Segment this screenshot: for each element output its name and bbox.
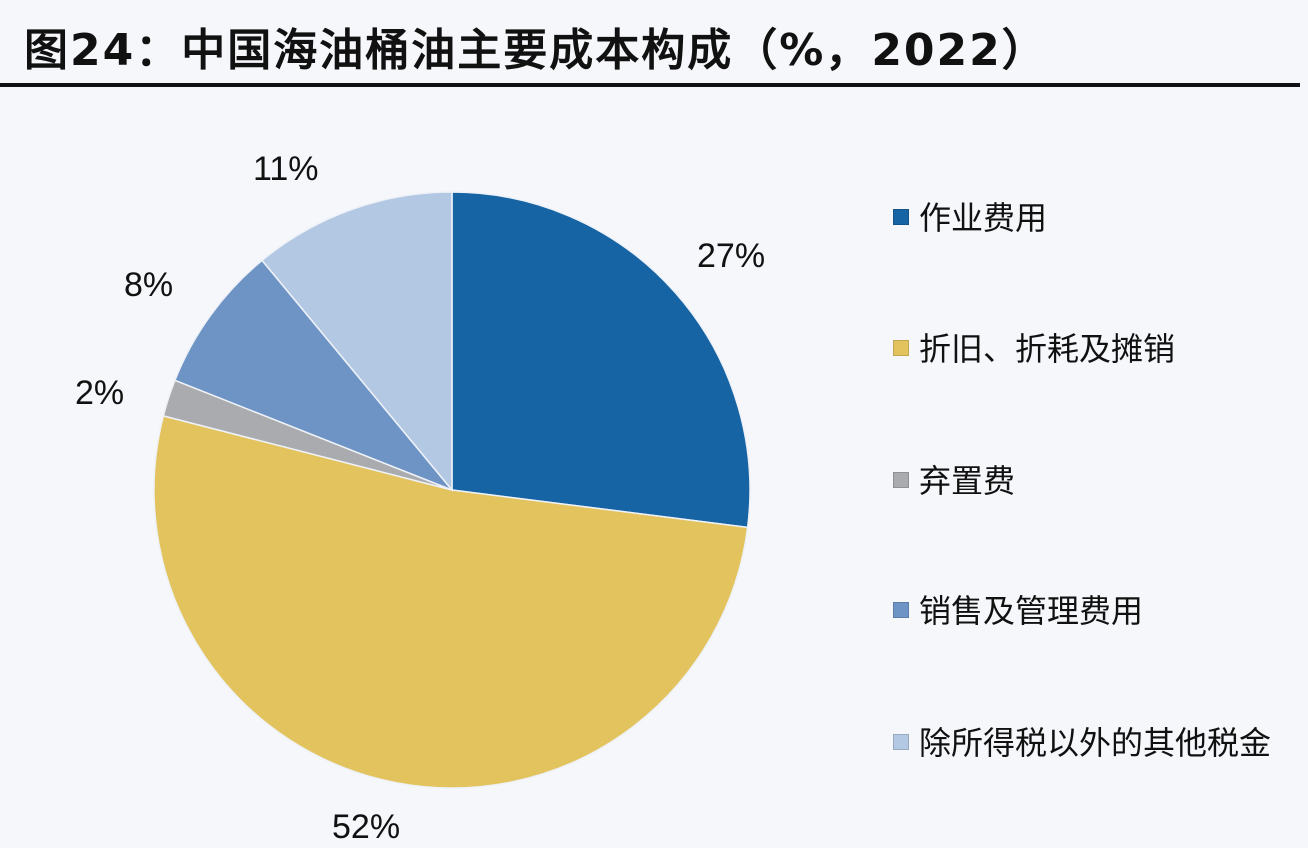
- legend-label: 折旧、折耗及摊销: [919, 330, 1176, 368]
- data-label-abandonment: 2%: [75, 374, 125, 412]
- legend-item-sales-admin: 销售及管理费用: [893, 590, 1299, 632]
- legend-swatch: [893, 472, 909, 488]
- pie-slice-sales-admin: [173, 259, 453, 491]
- title-divider: [0, 83, 1300, 87]
- legend-swatch: [893, 209, 909, 225]
- pie-slice-operating-cost: [451, 191, 751, 529]
- legend-item-other-taxes: 除所得税以外的其他税金: [893, 722, 1299, 764]
- pie-slice-depreciation: [153, 414, 749, 789]
- pie-slice-other-taxes: [260, 191, 453, 493]
- pie-slices: [153, 191, 751, 789]
- legend-item-abandonment: 弃置费: [893, 460, 1299, 502]
- legend-label: 销售及管理费用: [919, 592, 1144, 630]
- chart-title: 图24：中国海油桶油主要成本构成（%，2022）: [24, 25, 1048, 76]
- legend-swatch: [893, 734, 909, 750]
- data-label-sales-admin: 8%: [124, 266, 174, 304]
- legend-label: 弃置费: [919, 462, 1016, 500]
- data-label-depreciation: 52%: [332, 808, 401, 846]
- legend-swatch: [893, 602, 909, 618]
- legend-item-operating-cost: 作业费用: [893, 197, 1299, 239]
- legend-label: 除所得税以外的其他税金: [919, 724, 1272, 762]
- legend-swatch: [893, 340, 909, 356]
- data-label-other-taxes: 11%: [253, 150, 319, 188]
- legend-label: 作业费用: [919, 199, 1048, 237]
- data-label-operating-cost: 27%: [697, 237, 766, 275]
- legend-item-depreciation: 折旧、折耗及摊销: [893, 328, 1299, 370]
